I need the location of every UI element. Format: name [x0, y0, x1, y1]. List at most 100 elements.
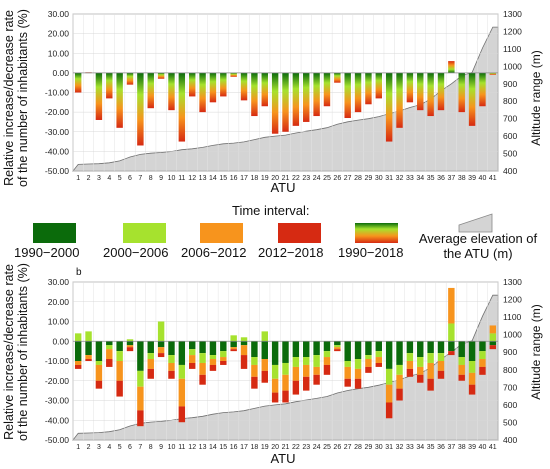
bar-segment [147, 353, 154, 360]
bar-total [458, 72, 465, 113]
x-tick-label: 20 [271, 175, 279, 182]
bar-segment [448, 287, 455, 324]
x-tick-label: 12 [188, 175, 196, 182]
bar-segment [385, 402, 393, 419]
y2-tick-label: 1100 [503, 312, 522, 322]
bar-segment [220, 357, 227, 361]
bar-segment [147, 341, 154, 354]
bar-segment [448, 341, 455, 352]
bar-segment [468, 361, 476, 373]
y-tick-label: 20.00 [48, 297, 70, 307]
bar-segment [427, 378, 434, 391]
x-tick-label: 17 [240, 175, 248, 182]
bar-segment [292, 380, 300, 395]
y2-tick-label: 700 [503, 382, 517, 392]
x-tick-label: 41 [489, 444, 497, 451]
bar-segment [437, 341, 445, 354]
x-tick-label: 8 [149, 444, 153, 451]
x-tick-label: 6 [128, 175, 132, 182]
bar-total [323, 72, 331, 107]
y-tick-label: 10.00 [48, 48, 70, 58]
bar-segment [406, 341, 414, 354]
y2-tick-label: 600 [503, 400, 517, 410]
bar-total [417, 72, 424, 111]
x-tick-label: 5 [118, 444, 122, 451]
bar-segment [282, 341, 289, 363]
bar-segment [188, 349, 196, 356]
bar-segment [303, 364, 310, 377]
bar-segment [406, 368, 414, 377]
y-tick-label: -40.00 [45, 415, 69, 425]
bar-segment [220, 341, 227, 352]
y-tick-label: -50.00 [45, 166, 69, 176]
x-tick-label: 32 [396, 444, 404, 451]
x-tick-label: 2 [87, 175, 91, 182]
bar-segment [406, 353, 414, 361]
bar-total [427, 72, 434, 117]
bar-segment [458, 374, 465, 381]
y2-tick-label: 900 [503, 347, 517, 357]
x-tick-label: 33 [406, 175, 414, 182]
bar-segment [458, 364, 465, 375]
x-tick-label: 10 [168, 444, 176, 451]
x-tick-label: 7 [138, 444, 142, 451]
bar-total [271, 72, 279, 134]
x-tick-label: 18 [251, 175, 259, 182]
bar-total [406, 72, 414, 103]
bar-segment [199, 341, 206, 354]
bar-segment [427, 341, 434, 354]
bar-total [240, 72, 248, 101]
panel-b-xlabel: ATU [270, 451, 295, 466]
bar-segment [230, 347, 237, 350]
bar-segment [396, 374, 403, 389]
legend-swatch-elevation [458, 213, 493, 233]
x-tick-label: 40 [479, 175, 487, 182]
x-tick-label: 23 [302, 444, 310, 451]
bar-segment [313, 355, 320, 367]
bar-segment [271, 392, 279, 403]
x-tick-label: 12 [188, 444, 196, 451]
bar-segment [251, 364, 258, 377]
panel-b-ylabel-line1: Relative increase/decrease rate [2, 264, 16, 440]
bar-segment [116, 380, 123, 397]
bar-segment [74, 341, 82, 361]
x-tick-label: 28 [354, 444, 362, 451]
y-tick-label: -20.00 [45, 376, 69, 386]
bar-segment [251, 376, 258, 389]
y2-tick-label: 400 [503, 166, 517, 176]
bar-segment [489, 341, 497, 346]
x-tick-label: 27 [344, 175, 352, 182]
bar-total [168, 72, 175, 111]
legend-swatch-1990-2000 [33, 223, 76, 243]
x-tick-label: 29 [365, 444, 373, 451]
panel-b-ylabel-line2: of the number of inhabitants (%) [16, 263, 30, 441]
bar-total [468, 72, 476, 126]
y-tick-label: 0.00 [52, 68, 69, 78]
x-tick-label: 21 [282, 444, 290, 451]
bar-segment [95, 364, 103, 381]
bar-segment [334, 341, 341, 346]
x-tick-label: 38 [458, 444, 466, 451]
bar-segment [385, 368, 393, 385]
x-tick-label: 6 [128, 444, 132, 451]
y-tick-label: 20.00 [48, 29, 70, 39]
y2-tick-label: 600 [503, 131, 517, 141]
bar-segment [385, 341, 393, 369]
bar-segment [417, 366, 424, 375]
y-tick-label: 30.00 [48, 277, 70, 287]
x-tick-label: 37 [447, 175, 455, 182]
bar-segment [126, 341, 134, 346]
bar-segment [468, 384, 476, 395]
bar-segment [396, 364, 403, 375]
x-tick-label: 27 [344, 444, 352, 451]
bar-segment [220, 351, 227, 358]
bar-segment [468, 341, 476, 361]
x-tick-label: 3 [97, 175, 101, 182]
legend-swatch-2012-2018 [278, 223, 321, 243]
bar-segment [209, 355, 217, 360]
bar-segment [365, 359, 372, 367]
bar-segment [354, 368, 362, 379]
bar-segment [188, 341, 196, 350]
bar-segment [137, 410, 144, 427]
